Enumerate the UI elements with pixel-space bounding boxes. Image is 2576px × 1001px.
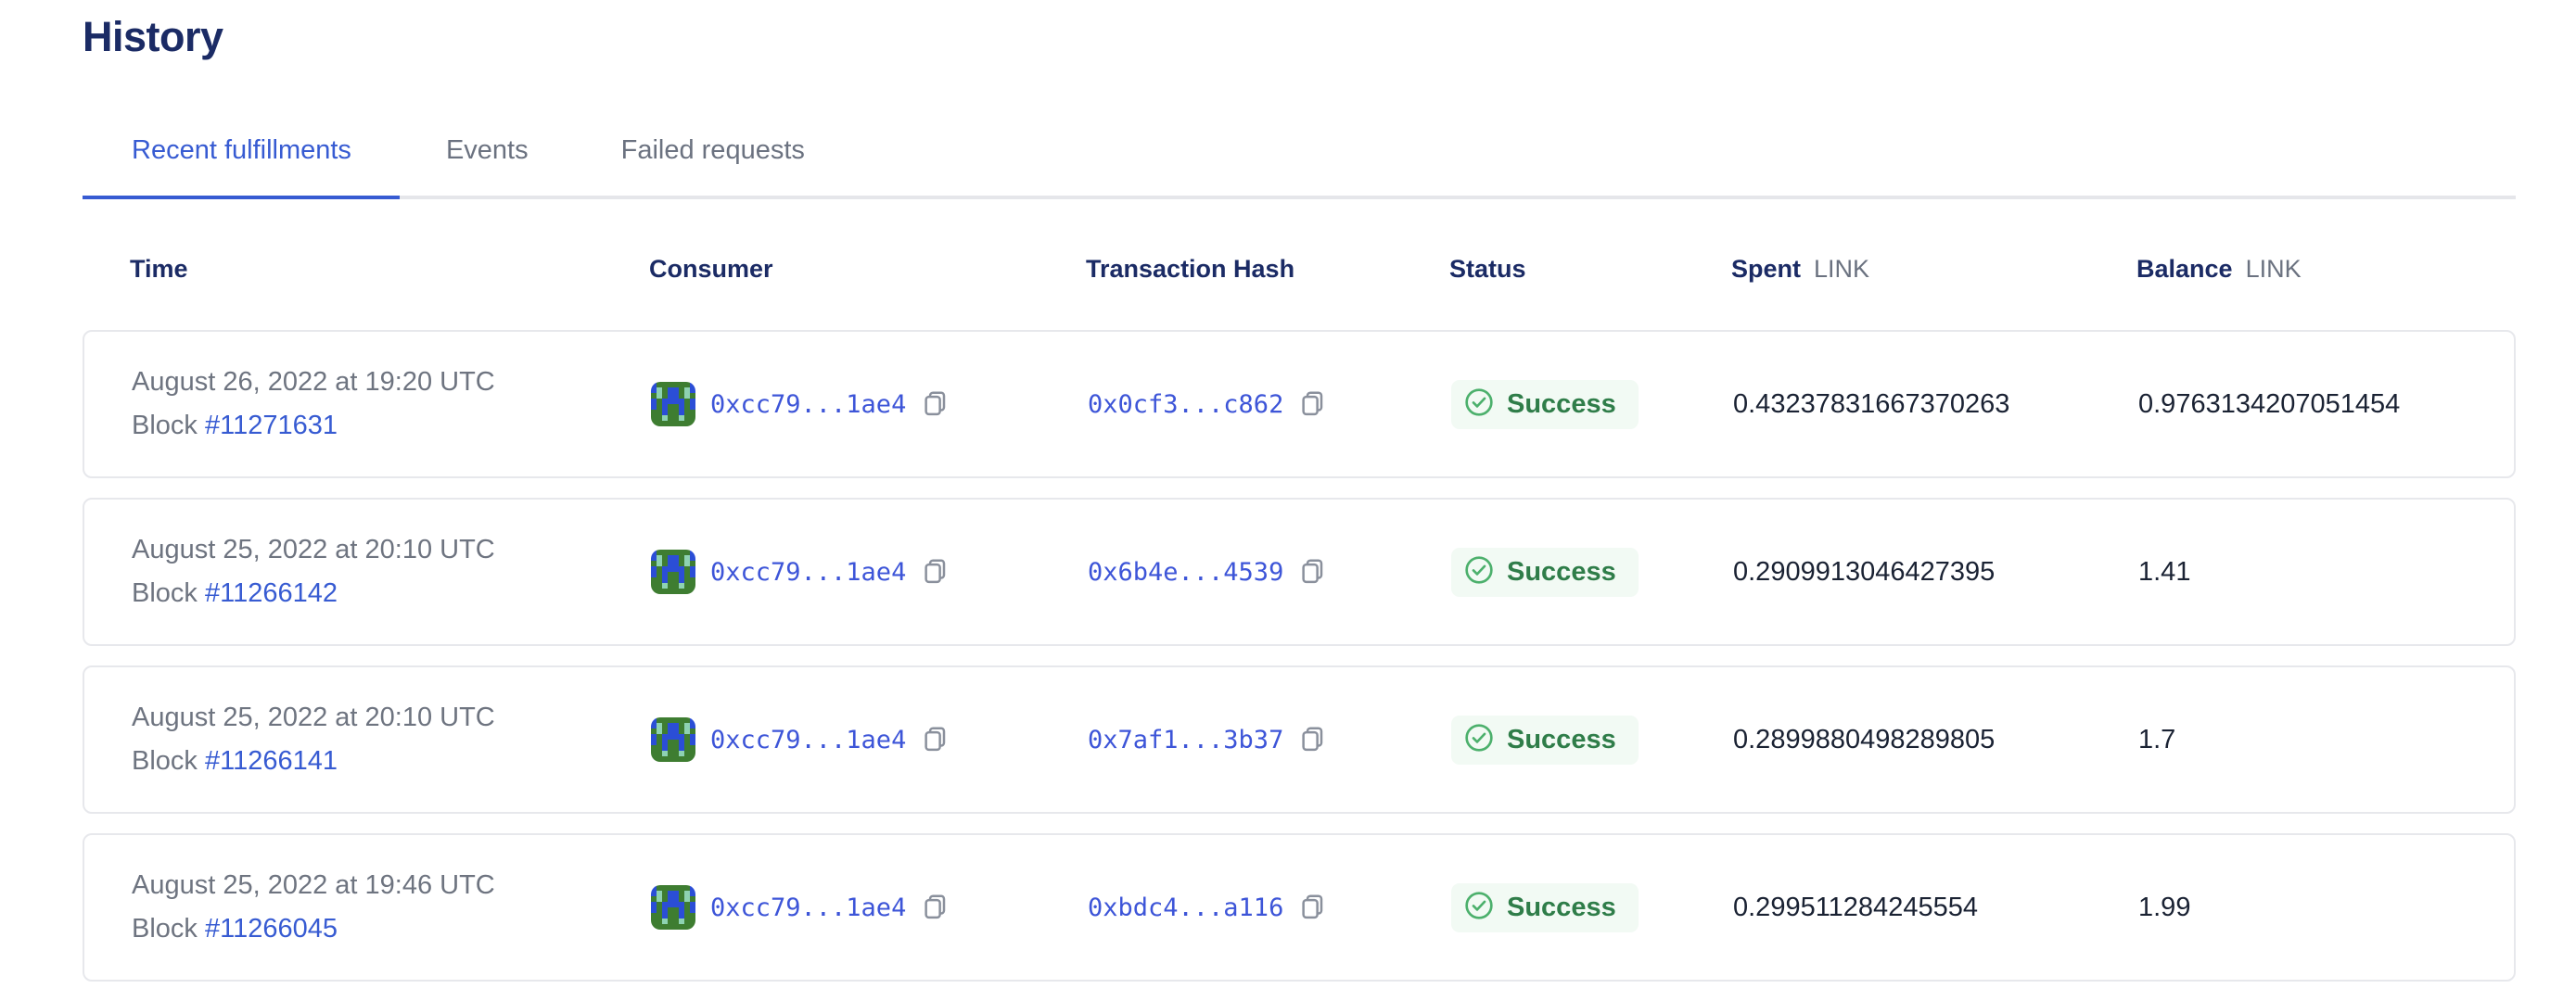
table-header: Time Consumer Transaction Hash Status Sp… [83, 255, 2516, 284]
block-number-link[interactable]: #11266141 [204, 746, 338, 777]
copy-consumer-address-button[interactable] [921, 893, 949, 923]
consumer-address-link[interactable]: 0xcc79...1ae4 [710, 725, 907, 754]
copy-icon [1298, 557, 1326, 588]
copy-consumer-address-button[interactable] [921, 389, 949, 420]
status-label: Success [1507, 556, 1616, 587]
copy-transaction-hash-button[interactable] [1298, 893, 1326, 923]
check-circle-icon [1464, 555, 1494, 589]
status-label: Success [1507, 388, 1616, 419]
transaction-hash-cell: 0x0cf3...c862 [1088, 389, 1451, 420]
timestamp: August 25, 2022 at 20:10 UTC [132, 535, 495, 565]
check-circle-icon [1464, 723, 1494, 757]
status-badge: Success [1451, 547, 1639, 597]
balance-value: 1.7 [2138, 724, 2176, 754]
copy-consumer-address-button[interactable] [921, 725, 949, 755]
column-header-consumer: Consumer [649, 255, 773, 284]
transaction-hash-link[interactable]: 0x6b4e...4539 [1088, 557, 1284, 587]
time-cell: August 25, 2022 at 20:10 UTC Block #1126… [132, 537, 651, 607]
copy-transaction-hash-button[interactable] [1298, 389, 1326, 420]
check-circle-icon [1464, 891, 1494, 925]
balance-value: 1.41 [2138, 556, 2191, 587]
status-label: Success [1507, 724, 1616, 754]
status-label: Success [1507, 892, 1616, 922]
transaction-hash-link[interactable]: 0x0cf3...c862 [1088, 389, 1284, 419]
tab-recent-fulfillments[interactable]: Recent fulfillments [83, 135, 400, 200]
transaction-hash-cell: 0x7af1...3b37 [1088, 725, 1451, 755]
copy-consumer-address-button[interactable] [921, 557, 949, 588]
consumer-identicon [651, 717, 695, 763]
consumer-identicon [651, 382, 695, 427]
copy-icon [1298, 389, 1326, 420]
status-cell: Success [1451, 379, 1733, 429]
spent-value: 0.43237831667370263 [1733, 388, 2010, 419]
column-header-spent: Spent LINK [1731, 255, 1870, 284]
table-row: August 25, 2022 at 20:10 UTC Block #1126… [83, 665, 2516, 815]
transaction-hash-cell: 0xbdc4...a116 [1088, 893, 1451, 923]
consumer-address-link[interactable]: 0xcc79...1ae4 [710, 389, 907, 419]
transaction-hash-link[interactable]: 0x7af1...3b37 [1088, 725, 1284, 754]
history-tabs: Recent fulfillments Events Failed reques… [83, 134, 2516, 200]
status-cell: Success [1451, 715, 1733, 765]
status-badge: Success [1451, 715, 1639, 765]
table-row: August 25, 2022 at 19:46 UTC Block #1126… [83, 833, 2516, 982]
timestamp: August 26, 2022 at 19:20 UTC [132, 367, 495, 398]
spent-value: 0.299511284245554 [1733, 892, 1978, 922]
time-cell: August 25, 2022 at 20:10 UTC Block #1126… [132, 704, 651, 775]
consumer-cell: 0xcc79...1ae4 [651, 885, 1088, 931]
consumer-identicon [651, 885, 695, 931]
history-section: History Recent fulfillments Events Faile… [83, 0, 2516, 1001]
table-row: August 25, 2022 at 20:10 UTC Block #1126… [83, 498, 2516, 647]
consumer-address-link[interactable]: 0xcc79...1ae4 [710, 557, 907, 587]
copy-icon [921, 389, 949, 420]
balance-value: 0.9763134207051454 [2138, 388, 2401, 419]
tab-events[interactable]: Events [445, 134, 529, 165]
column-header-time: Time [130, 255, 188, 284]
consumer-cell: 0xcc79...1ae4 [651, 550, 1088, 595]
block-line: Block #11271631 [132, 411, 338, 441]
block-number-link[interactable]: #11266142 [204, 578, 338, 609]
column-header-transaction-hash: Transaction Hash [1086, 255, 1295, 284]
status-badge: Success [1451, 379, 1639, 429]
block-line: Block #11266141 [132, 746, 338, 777]
column-header-balance: Balance LINK [2136, 255, 2302, 284]
status-cell: Success [1451, 547, 1733, 597]
copy-transaction-hash-button[interactable] [1298, 725, 1326, 755]
timestamp: August 25, 2022 at 20:10 UTC [132, 703, 495, 733]
copy-icon [1298, 893, 1326, 923]
page-title: History [83, 13, 223, 60]
consumer-address-link[interactable]: 0xcc79...1ae4 [710, 893, 907, 922]
copy-icon [921, 725, 949, 755]
copy-icon [921, 893, 949, 923]
copy-icon [921, 557, 949, 588]
block-number-link[interactable]: #11271631 [204, 411, 338, 441]
block-line: Block #11266142 [132, 578, 338, 609]
block-line: Block #11266045 [132, 914, 338, 944]
transaction-hash-cell: 0x6b4e...4539 [1088, 557, 1451, 588]
balance-unit-label: LINK [2245, 255, 2302, 284]
balance-value: 1.99 [2138, 892, 2191, 922]
spent-value: 0.2899880498289805 [1733, 724, 1996, 754]
consumer-identicon [651, 550, 695, 595]
time-cell: August 26, 2022 at 19:20 UTC Block #1127… [132, 369, 651, 439]
status-cell: Success [1451, 882, 1733, 932]
status-badge: Success [1451, 882, 1639, 932]
tab-failed-requests[interactable]: Failed requests [620, 134, 805, 165]
time-cell: August 25, 2022 at 19:46 UTC Block #1126… [132, 872, 651, 943]
transaction-hash-link[interactable]: 0xbdc4...a116 [1088, 893, 1284, 922]
spent-unit-label: LINK [1814, 255, 1870, 284]
copy-transaction-hash-button[interactable] [1298, 557, 1326, 588]
spent-value: 0.2909913046427395 [1733, 556, 1996, 587]
consumer-cell: 0xcc79...1ae4 [651, 382, 1088, 427]
block-number-link[interactable]: #11266045 [204, 914, 338, 944]
consumer-cell: 0xcc79...1ae4 [651, 717, 1088, 763]
timestamp: August 25, 2022 at 19:46 UTC [132, 870, 495, 901]
copy-icon [1298, 725, 1326, 755]
table-row: August 26, 2022 at 19:20 UTC Block #1127… [83, 330, 2516, 479]
check-circle-icon [1464, 387, 1494, 422]
column-header-status: Status [1449, 255, 1526, 284]
